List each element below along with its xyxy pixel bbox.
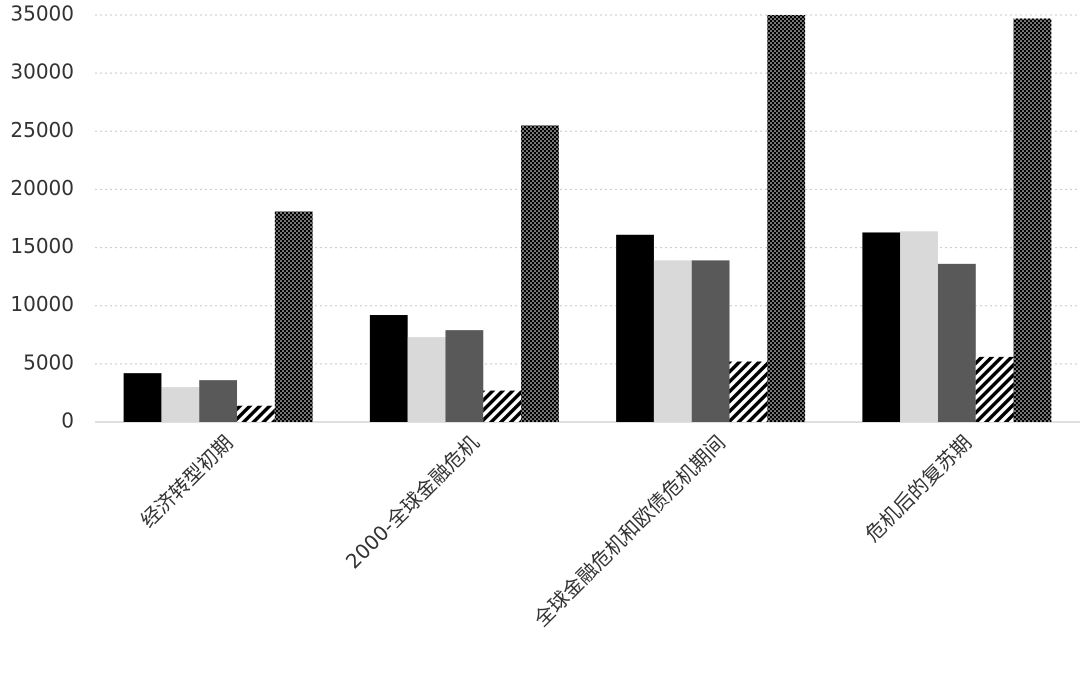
- y-tick-label: 0: [61, 409, 74, 433]
- bar: [767, 15, 806, 422]
- x-tick-label: 2000-全球金融危机: [341, 430, 484, 573]
- y-tick-label: 20000: [10, 176, 74, 200]
- bar: [123, 373, 162, 422]
- bar: [653, 260, 692, 422]
- y-tick-label: 25000: [10, 118, 74, 142]
- bar: [483, 390, 522, 422]
- bar: [862, 232, 901, 422]
- y-tick-label: 15000: [10, 234, 74, 258]
- bar: [237, 405, 275, 422]
- y-tick-label: 10000: [10, 292, 74, 316]
- x-tick-label: 全球金融危机和欧债危机期间: [529, 430, 730, 631]
- bar: [900, 231, 938, 422]
- bar: [975, 356, 1014, 422]
- bar: [691, 260, 730, 422]
- bar: [1013, 18, 1052, 422]
- bar: [369, 315, 408, 422]
- x-tick-label: 经济转型初期: [136, 430, 238, 532]
- y-tick-label: 5000: [23, 350, 74, 374]
- bar: [445, 330, 484, 422]
- bar: [616, 234, 654, 422]
- bar: [937, 263, 976, 422]
- bar: [161, 387, 200, 422]
- y-tick-label: 30000: [10, 60, 74, 84]
- bar: [521, 125, 559, 422]
- x-tick-label: 危机后的复苏期: [860, 430, 976, 546]
- bar: [729, 361, 768, 422]
- bar: [274, 211, 313, 422]
- bar: [199, 380, 238, 422]
- y-tick-label: 35000: [10, 2, 74, 26]
- bar: [407, 337, 446, 422]
